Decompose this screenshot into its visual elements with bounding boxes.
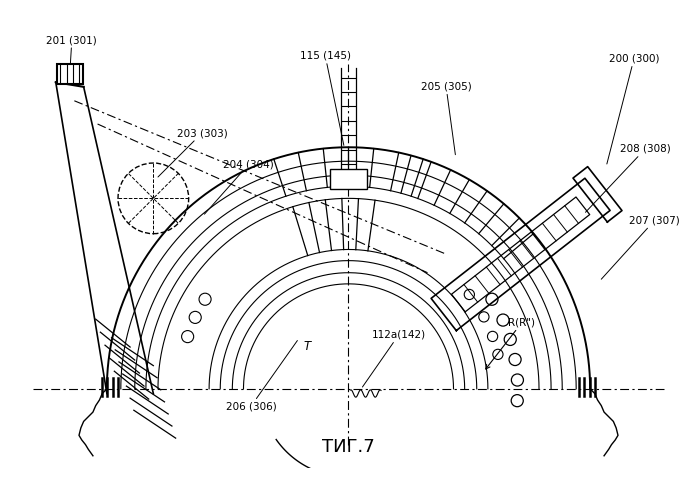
Text: R(R"): R(R") — [486, 318, 535, 369]
Text: 115 (145): 115 (145) — [300, 51, 351, 146]
Text: 208 (308): 208 (308) — [585, 144, 671, 212]
Text: 112a(142): 112a(142) — [362, 330, 426, 387]
Text: T: T — [303, 340, 310, 353]
Text: ΤИГ.7: ΤИГ.7 — [322, 438, 375, 456]
FancyBboxPatch shape — [330, 168, 367, 189]
Text: 205 (305): 205 (305) — [421, 82, 471, 154]
Text: 200 (300): 200 (300) — [607, 54, 659, 164]
Text: 207 (307): 207 (307) — [602, 216, 680, 279]
Text: 204 (304): 204 (304) — [204, 160, 274, 214]
Text: 203 (303): 203 (303) — [158, 128, 227, 177]
Text: 206 (306): 206 (306) — [226, 340, 298, 411]
Text: 201 (301): 201 (301) — [47, 35, 97, 75]
FancyBboxPatch shape — [56, 64, 83, 84]
